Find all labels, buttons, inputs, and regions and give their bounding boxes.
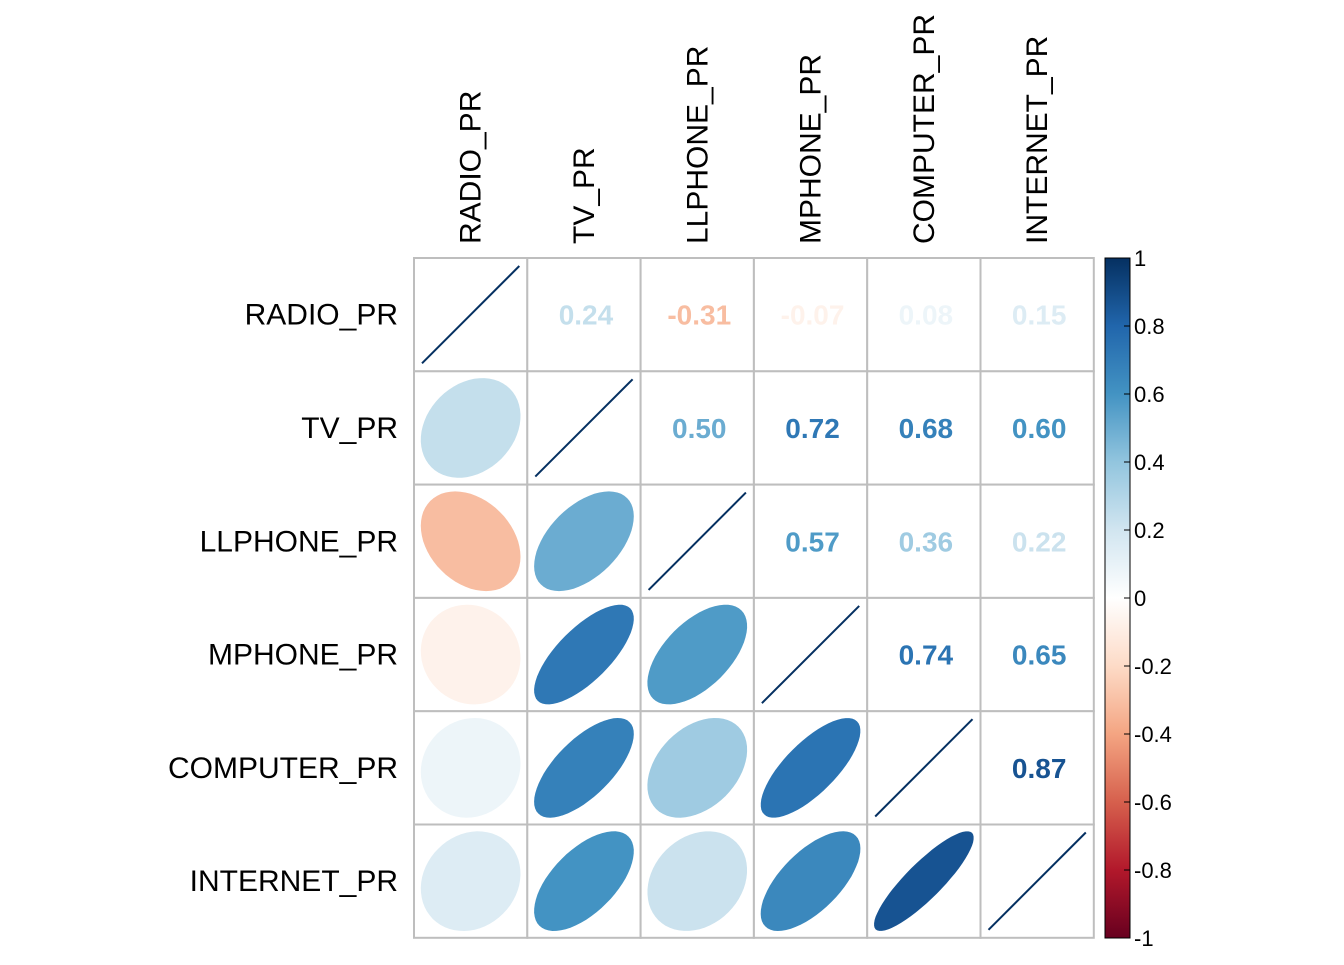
ellipse-INTERNET_PR-TV_PR bbox=[534, 831, 634, 931]
diagonal-line-RADIO_PR bbox=[421, 265, 521, 365]
grid-cell-TV_PR-INTERNET_PR bbox=[979, 370, 1095, 486]
grid-cell-RADIO_PR-TV_PR bbox=[526, 257, 642, 373]
coef-label-TV_PR-LLPHONE_PR: 0.50 bbox=[672, 413, 727, 444]
colorbar-tick-label: 0.8 bbox=[1134, 314, 1165, 339]
ellipse-LLPHONE_PR-TV_PR bbox=[534, 491, 634, 592]
row-label-COMPUTER_PR: COMPUTER_PR bbox=[168, 752, 398, 785]
diagonal-line-COMPUTER_PR bbox=[874, 718, 974, 818]
grid-cell-LLPHONE_PR-INTERNET_PR bbox=[979, 483, 1095, 599]
colorbar-tick-label: -0.4 bbox=[1134, 722, 1172, 747]
coef-label-LLPHONE_PR-MPHONE_PR: 0.57 bbox=[785, 526, 840, 557]
grid-cell-TV_PR-MPHONE_PR bbox=[752, 370, 869, 486]
diagonal-line-LLPHONE_PR bbox=[647, 491, 747, 591]
ellipse-COMPUTER_PR-LLPHONE_PR bbox=[647, 718, 748, 818]
ellipse-INTERNET_PR-MPHONE_PR bbox=[760, 831, 861, 931]
colorbar-tick-label: 0.6 bbox=[1134, 382, 1165, 407]
col-label-LLPHONE_PR: LLPHONE_PR bbox=[681, 46, 714, 244]
coef-label-TV_PR-COMPUTER_PR: 0.68 bbox=[899, 413, 954, 444]
col-label-INTERNET_PR: INTERNET_PR bbox=[1021, 36, 1054, 244]
ellipse-COMPUTER_PR-TV_PR bbox=[534, 718, 634, 818]
coef-label-TV_PR-INTERNET_PR: 0.60 bbox=[1012, 413, 1067, 444]
cell-grid bbox=[413, 257, 1095, 939]
coef-label-RADIO_PR-LLPHONE_PR: -0.31 bbox=[667, 300, 731, 331]
row-label-INTERNET_PR: INTERNET_PR bbox=[190, 865, 398, 898]
coef-label-LLPHONE_PR-INTERNET_PR: 0.22 bbox=[1012, 526, 1067, 557]
coef-label-RADIO_PR-COMPUTER_PR: 0.08 bbox=[899, 300, 954, 331]
ellipse-LLPHONE_PR-RADIO_PR bbox=[420, 491, 521, 592]
grid-cell-RADIO_PR-LLPHONE_PR bbox=[639, 257, 755, 373]
ellipse-INTERNET_PR-COMPUTER_PR bbox=[874, 831, 974, 931]
coef-label-MPHONE_PR-COMPUTER_PR: 0.74 bbox=[899, 640, 954, 671]
axis-labels: RADIO_PR TV_PR LLPHONE_PR MPHONE_PR COMPUTER… bbox=[168, 14, 1054, 898]
row-label-TV_PR: TV_PR bbox=[301, 412, 398, 445]
grid-cell-MPHONE_PR-COMPUTER_PR bbox=[866, 596, 982, 713]
colorbar-tick-label: -1 bbox=[1134, 926, 1154, 951]
grid-cell-COMPUTER_PR-INTERNET_PR bbox=[979, 710, 1095, 826]
coef-label-RADIO_PR-INTERNET_PR: 0.15 bbox=[1012, 300, 1067, 331]
row-label-MPHONE_PR: MPHONE_PR bbox=[208, 639, 398, 672]
grid-cell-RADIO_PR-INTERNET_PR bbox=[979, 257, 1095, 373]
grid-cell-LLPHONE_PR-MPHONE_PR bbox=[752, 483, 869, 599]
diagonal-line-TV_PR bbox=[534, 378, 634, 478]
coef-label-TV_PR-MPHONE_PR: 0.72 bbox=[785, 413, 840, 444]
coef-label-COMPUTER_PR-INTERNET_PR: 0.87 bbox=[1012, 753, 1067, 784]
coef-label-RADIO_PR-TV_PR: 0.24 bbox=[559, 300, 614, 331]
coef-label-RADIO_PR-MPHONE_PR: -0.07 bbox=[781, 300, 845, 331]
colorbar-tick-label: -0.6 bbox=[1134, 790, 1172, 815]
colorbar-tick-label: 0.4 bbox=[1134, 450, 1165, 475]
col-label-MPHONE_PR: MPHONE_PR bbox=[795, 54, 828, 244]
ellipse-INTERNET_PR-LLPHONE_PR bbox=[647, 831, 747, 931]
ellipse-INTERNET_PR-RADIO_PR bbox=[420, 831, 521, 931]
row-label-LLPHONE_PR: LLPHONE_PR bbox=[200, 525, 398, 558]
cell-marks: 0.24 -0.31 -0.07 0.08 0.15 0.50 0.72 0.68 0.60 0.… bbox=[420, 265, 1087, 931]
grid-cell-MPHONE_PR-INTERNET_PR bbox=[979, 596, 1095, 713]
diagonal-line-INTERNET_PR bbox=[987, 831, 1087, 931]
row-label-RADIO_PR: RADIO_PR bbox=[245, 299, 398, 332]
coef-label-MPHONE_PR-INTERNET_PR: 0.65 bbox=[1012, 640, 1067, 671]
ellipse-MPHONE_PR-TV_PR bbox=[534, 604, 634, 705]
colorbar-tick-label: 0.2 bbox=[1134, 518, 1165, 543]
ellipse-MPHONE_PR-LLPHONE_PR bbox=[647, 604, 748, 705]
col-label-TV_PR: TV_PR bbox=[568, 147, 601, 244]
colorbar: 1 0.8 0.6 0.4 0.2 0 -0.2 -0.4 -0.6 -0.8 -1 bbox=[1104, 246, 1172, 951]
ellipse-MPHONE_PR-RADIO_PR bbox=[420, 604, 521, 705]
colorbar-tick-label: 1 bbox=[1134, 246, 1146, 271]
grid-cell-LLPHONE_PR-COMPUTER_PR bbox=[866, 483, 982, 599]
ellipse-COMPUTER_PR-RADIO_PR bbox=[420, 718, 521, 818]
coef-label-LLPHONE_PR-COMPUTER_PR: 0.36 bbox=[899, 526, 954, 557]
col-label-RADIO_PR: RADIO_PR bbox=[455, 91, 488, 244]
colorbar-tick-label: -0.2 bbox=[1134, 654, 1172, 679]
diagonal-line-MPHONE_PR bbox=[761, 605, 860, 704]
ellipse-TV_PR-RADIO_PR bbox=[420, 378, 521, 478]
colorbar-tick-label: -0.8 bbox=[1134, 858, 1172, 883]
ellipse-COMPUTER_PR-MPHONE_PR bbox=[760, 718, 861, 818]
colorbar-tick-label: 0 bbox=[1134, 586, 1146, 611]
col-label-COMPUTER_PR: COMPUTER_PR bbox=[908, 14, 941, 244]
